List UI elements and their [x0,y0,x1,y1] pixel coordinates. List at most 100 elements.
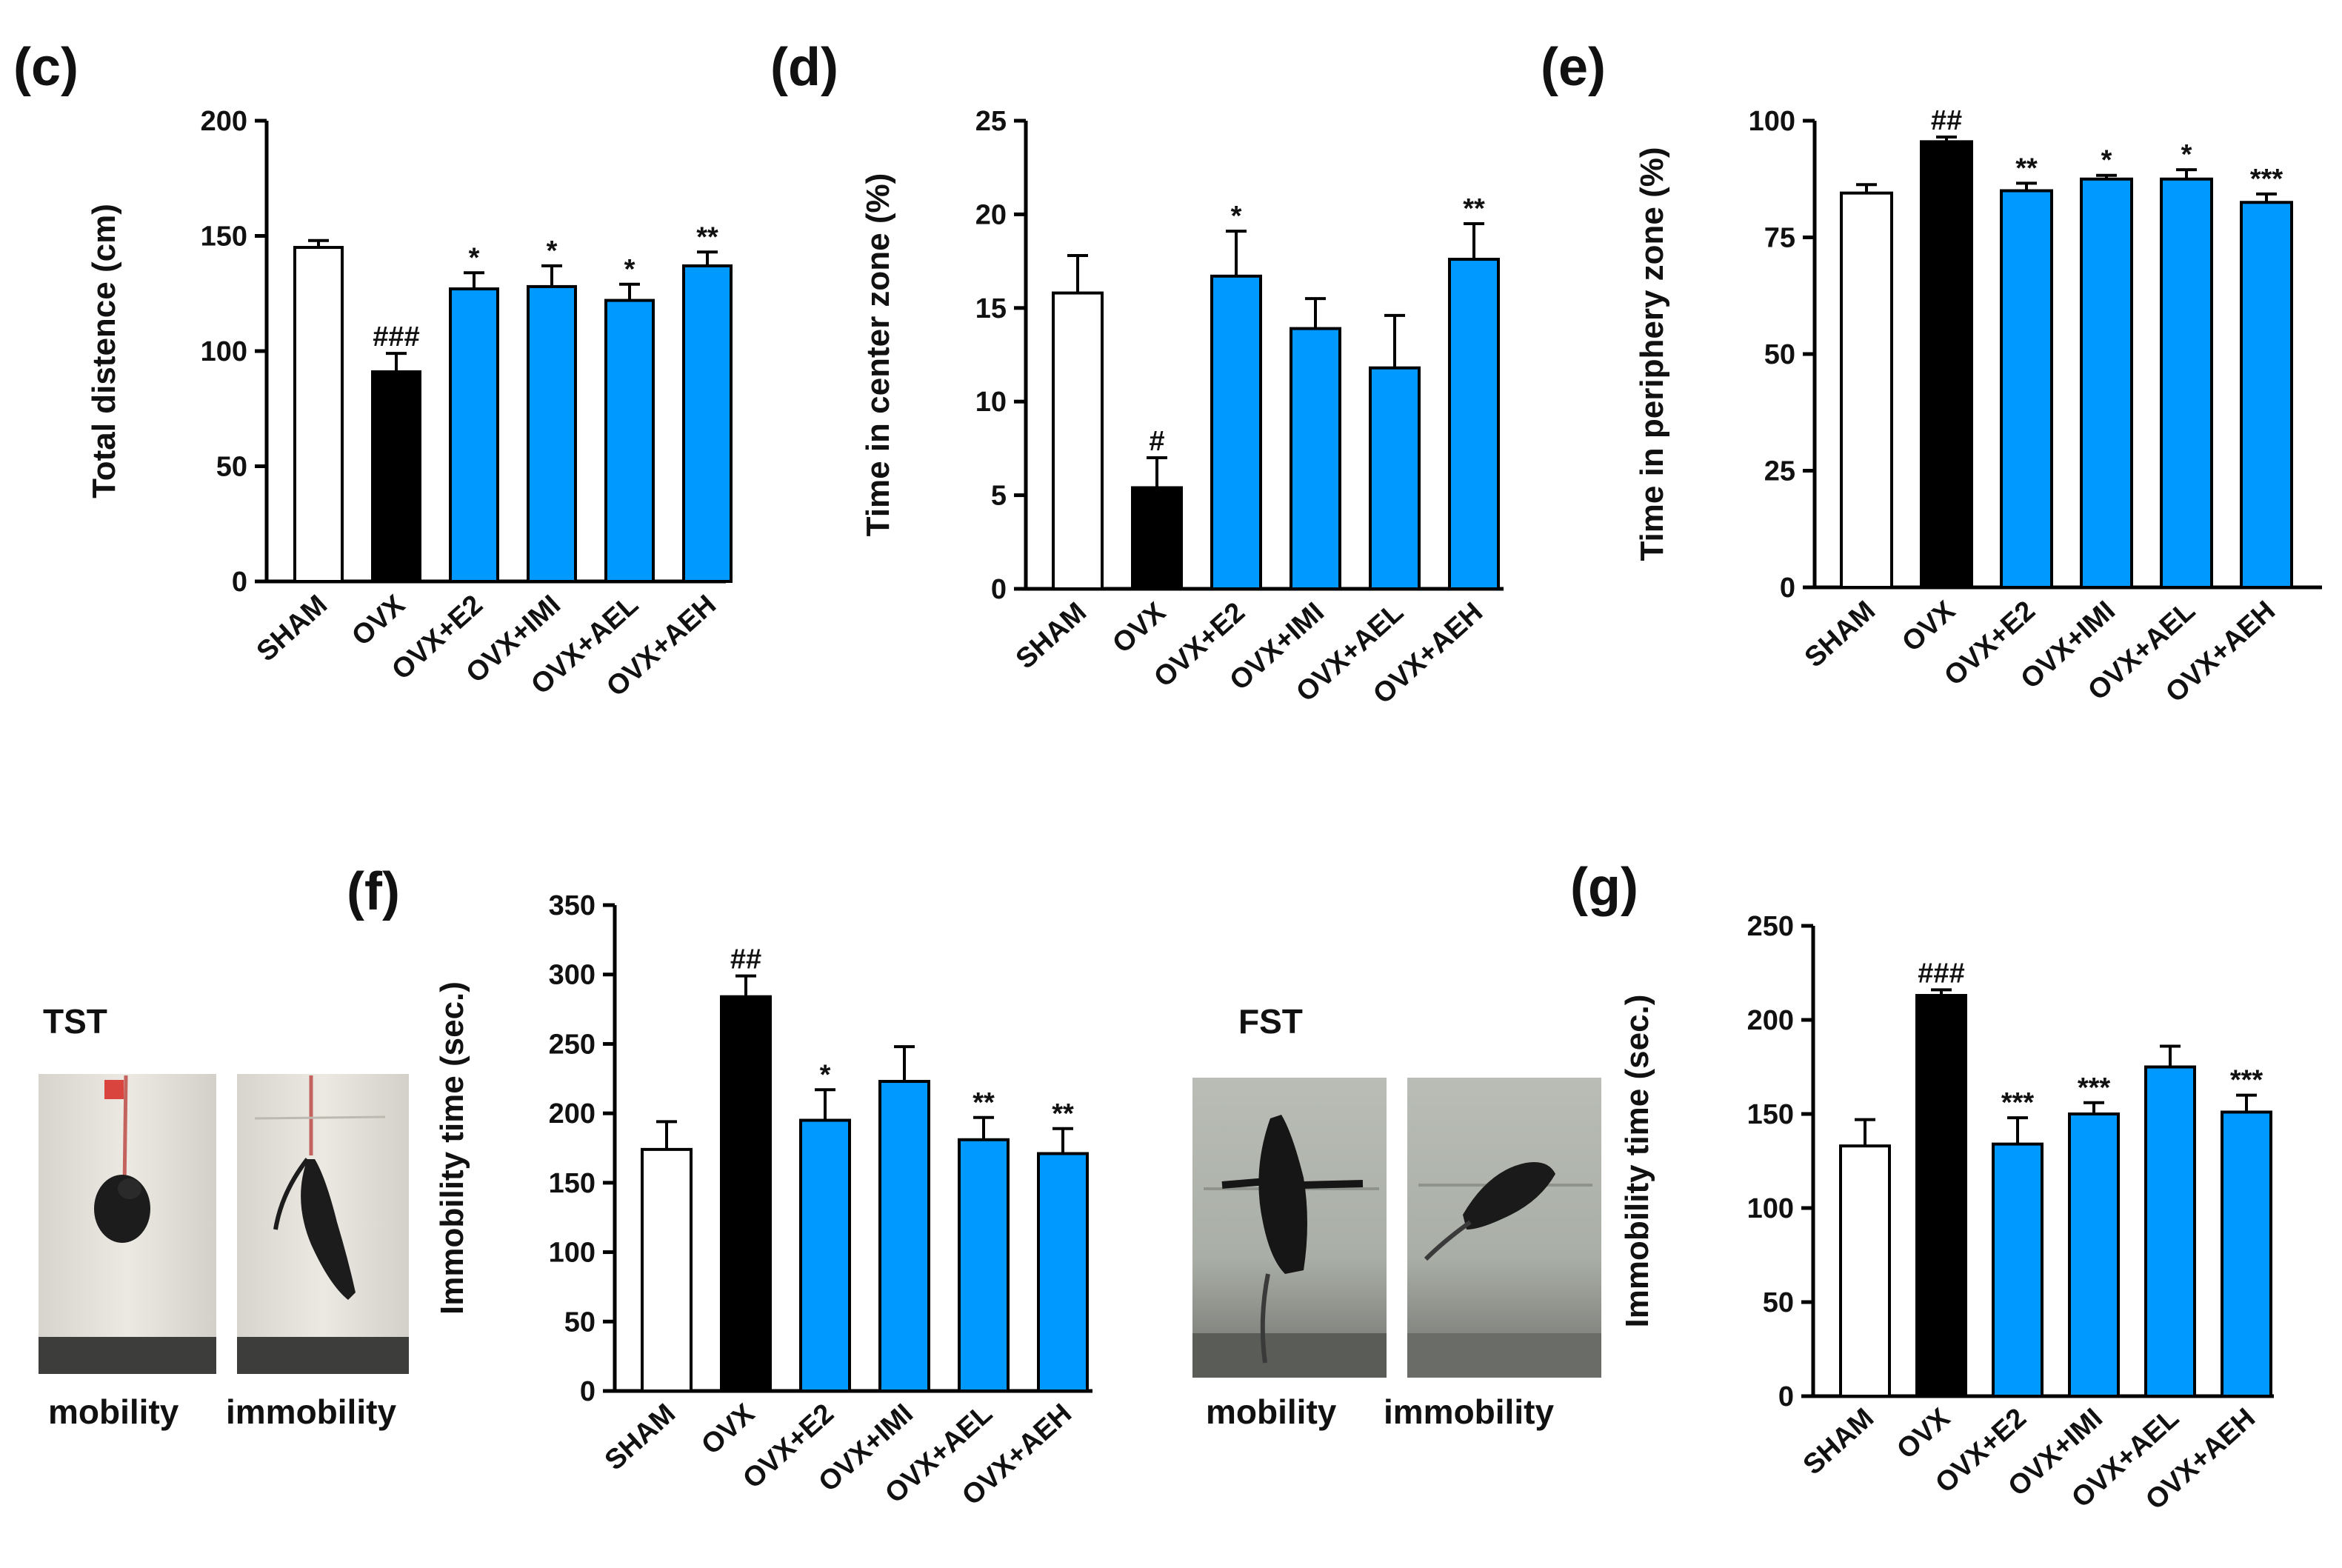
significance-label: ### [1918,958,1964,989]
y-tick-label: 25 [1764,456,1795,487]
x-tick-label: OVX [695,1398,761,1461]
y-tick-label: 50 [564,1307,595,1338]
bar-ovx-e2 [2000,189,2053,589]
significance-label: *** [2230,1065,2263,1096]
x-tick-label: SHAM [251,589,333,667]
bar-sham [1052,291,1104,590]
y-axis-title-g: Immobility time (sec.) [1619,995,1655,1328]
y-tick-label: 15 [975,293,1007,324]
y-tick-label: 50 [1764,339,1795,370]
bar-sham [293,246,344,583]
significance-label: # [1149,426,1164,457]
fst-mobility-label: mobility [1206,1392,1337,1431]
y-tick-label: 200 [201,106,247,137]
y-tick-label: 0 [232,567,247,598]
tst-immobility-label: immobility [226,1392,396,1431]
fst-immobility-photo [1407,1078,1601,1378]
significance-label: ** [2015,153,2038,184]
bar-ovx-imi [527,284,577,583]
significance-label: ## [1931,105,1962,136]
panel-label-e: (e) [1541,38,1606,97]
panel-label-c: (c) [13,38,79,97]
bar-ovx-ael [1369,366,1421,590]
y-tick-label: 0 [1780,573,1795,604]
significance-label: ** [696,221,718,253]
y-tick-label: 300 [549,960,595,991]
y-tick-label: 0 [1778,1381,1794,1412]
y-tick-label: 250 [1747,911,1794,942]
y-tick-label: 5 [991,481,1007,512]
y-tick-label: 250 [549,1029,595,1060]
significance-label: * [547,236,558,267]
y-tick-label: 0 [580,1376,595,1407]
significance-label: * [2101,145,2112,176]
chart-d: (d) Time in center zone (%) 0 5 10 15 20 25 SHAM… [770,38,1504,710]
y-axis-title-f: Immobility time (sec.) [434,981,470,1315]
y-tick-label: 25 [975,106,1007,137]
significance-label: ** [1052,1098,1074,1130]
significance-label: * [2181,139,2192,170]
fst-immobility-label: immobility [1384,1392,1554,1431]
significance-label: *** [2250,164,2283,195]
bar-ovx-aeh [682,264,733,583]
y-tick-label: 150 [549,1168,595,1199]
bar-ovx-e2 [1992,1142,2044,1398]
y-tick-label: 75 [1764,223,1795,254]
y-tick-label: 100 [1747,1193,1794,1224]
bar-ovx-e2 [449,287,499,583]
fst-photo-group: FST mobility immobility [1192,1002,1601,1431]
bar-ovx-imi [2080,177,2133,589]
significance-label: * [820,1059,831,1090]
bar-ovx-ael [2144,1065,2196,1398]
bar-ovx-ael [2160,177,2213,589]
y-tick-label: 20 [975,199,1007,230]
y-axis-title-e: Time in periphery zone (%) [1634,147,1670,561]
significance-label: ### [373,321,419,353]
bar-ovx [1915,993,1967,1398]
bar-ovx [1131,486,1183,590]
chart-e: (e) Time in periphery zone (%) 0 25 50 75 100 S… [1541,38,2322,709]
significance-label: *** [2001,1087,2035,1118]
y-axis-title-d: Time in center zone (%) [860,173,896,537]
tst-photo-group: TST mobility immobility [39,1002,409,1431]
bar-ovx [720,995,772,1392]
bar-ovx-imi [1290,327,1341,590]
bar-sham [641,1147,693,1392]
x-tick-label: OVX [1891,1402,1956,1465]
significance-label: * [624,254,635,285]
bar-ovx [371,370,421,583]
y-axis-title-c: Total distence (cm) [86,204,122,498]
bar-ovx-aeh [1037,1152,1089,1393]
tst-mobility-label: mobility [48,1392,179,1431]
chart-g: (g) Immobility time (sec.) 0 50 100 150 200 250… [1570,858,2274,1516]
y-tick-label: 200 [549,1098,595,1130]
x-tick-label: SHAM [1799,595,1881,673]
y-tick-label: 150 [1747,1099,1794,1130]
y-tick-label: 100 [549,1238,595,1269]
significance-label: *** [2078,1072,2111,1104]
x-tick-label: SHAM [1010,596,1092,675]
chart-c: (c) Total distence (cm) 0 50 100 150 200 SHAM ##… [13,38,733,703]
y-tick-label: 100 [201,336,247,367]
chart-f: (f) Immobility time (sec.) 0 50 100 150 200 250… [347,862,1092,1512]
bar-ovx-e2 [799,1118,851,1392]
bar-ovx-imi [878,1080,930,1393]
bar-ovx-ael [958,1138,1010,1392]
bar-ovx-aeh [1448,258,1500,590]
fst-mobility-photo [1192,1078,1387,1378]
tst-title: TST [43,1002,107,1041]
y-tick-label: 0 [991,574,1007,605]
x-tick-label: OVX [1107,596,1172,659]
bar-ovx-imi [2068,1112,2120,1398]
y-tick-label: 350 [549,890,595,921]
bar-ovx-aeh [2221,1110,2272,1398]
significance-label: ## [730,944,761,975]
y-tick-label: 200 [1747,1005,1794,1036]
significance-label: ** [973,1087,995,1118]
panel-label-g: (g) [1570,858,1638,917]
y-tick-label: 150 [201,221,247,253]
y-tick-label: 50 [1763,1287,1794,1318]
significance-label: * [1231,201,1242,232]
bar-sham [1839,1144,1891,1398]
bar-ovx-aeh [2240,201,2293,589]
